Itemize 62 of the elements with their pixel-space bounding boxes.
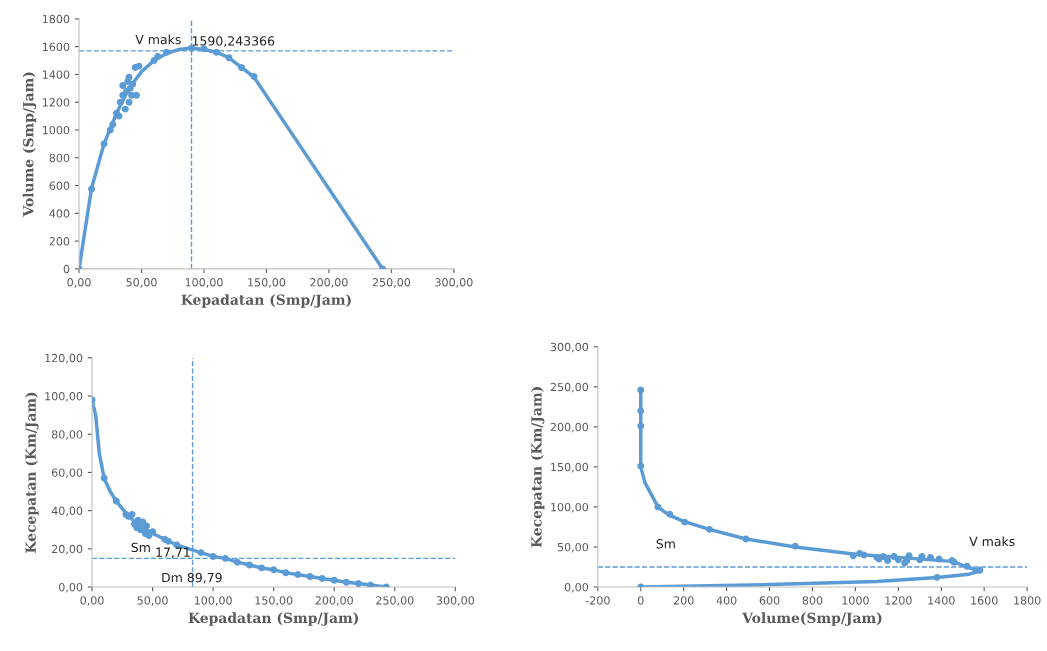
- x-tick-label: 300,00: [435, 278, 473, 288]
- y-tick-label: 200: [49, 237, 70, 246]
- x-tick-label: 0: [637, 596, 644, 605]
- y-axis-title: Volume (Smp/Jam): [22, 72, 37, 217]
- x-tick-label: 800: [802, 596, 823, 605]
- annotation: V maks: [969, 536, 1015, 547]
- x-tick-label: 0,00: [67, 278, 91, 288]
- y-tick-label: 600: [49, 181, 70, 190]
- x-tick-label: 0,00: [80, 596, 104, 606]
- x-tick-label: 250,00: [376, 596, 414, 606]
- y-tick-label: 0: [63, 264, 70, 274]
- y-tick-label: 80,00: [51, 430, 83, 440]
- x-tick-label: 1600: [971, 596, 998, 605]
- y-tick-label: 300,00: [550, 342, 589, 353]
- y-axis-title: Kecepatan (Km/Jam): [530, 387, 545, 548]
- x-tick-label: 250,00: [372, 278, 411, 288]
- y-tick-label: 800: [49, 153, 70, 163]
- annotation: Sm: [656, 539, 675, 549]
- x-tick-label: 1200: [885, 596, 912, 605]
- x-tick-label: 1800: [1014, 596, 1041, 605]
- y-tick-label: 120,00: [45, 353, 83, 364]
- y-tick-label: 60,00: [51, 468, 83, 478]
- y-tick-label: 150,00: [551, 462, 589, 473]
- y-tick-label: 400: [49, 209, 70, 218]
- x-tick-label: 200,00: [315, 596, 353, 606]
- x-tick-label: 150,00: [255, 596, 293, 606]
- x-tick-label: 600: [759, 596, 780, 605]
- y-tick-label: 1600: [42, 42, 70, 52]
- y-axis-title: Kecepatan (Km/Jam): [25, 392, 39, 553]
- y-tick-label: 40,00: [51, 506, 83, 517]
- x-tick-label: 50,00: [126, 278, 157, 288]
- x-tick-label: 200: [673, 596, 694, 605]
- x-axis-title: Volume(Smp/Jam): [742, 612, 882, 626]
- x-tick-label: -200: [585, 596, 610, 605]
- x-tick-label: 400: [716, 596, 737, 605]
- y-tick-label: 1000: [42, 125, 70, 135]
- y-tick-label: 1200: [42, 98, 70, 107]
- x-axis-title: Kepadatan (Smp/Jam): [181, 294, 351, 308]
- y-tick-label: 50,00: [557, 542, 589, 553]
- y-tick-label: 100,00: [45, 392, 83, 402]
- y-tick-label: 1800: [42, 14, 70, 24]
- y-tick-label: 250,00: [550, 382, 589, 393]
- y-tick-label: 100,00: [551, 502, 589, 513]
- y-tick-label: 20,00: [52, 544, 83, 555]
- x-axis-title: Kepadatan (Smp/Jam): [188, 612, 358, 626]
- annotation: Sm: [131, 542, 150, 553]
- annotation: 1590,243366: [192, 36, 275, 47]
- y-tick-label: 1400: [42, 70, 70, 79]
- x-tick-label: 1400: [928, 596, 955, 605]
- y-tick-label: 0,00: [59, 582, 83, 593]
- x-tick-label: 200,00: [310, 278, 348, 288]
- x-tick-label: 50,00: [137, 596, 168, 606]
- x-tick-label: 100,00: [194, 596, 232, 606]
- annotation: V maks: [135, 34, 181, 45]
- x-tick-label: 1000: [842, 596, 869, 605]
- x-tick-label: 150,00: [248, 278, 286, 288]
- x-tick-label: 300,00: [436, 596, 475, 606]
- y-tick-label: 0,00: [564, 582, 589, 593]
- x-tick-label: 100,00: [185, 278, 223, 288]
- y-tick-label: 200,00: [550, 422, 589, 433]
- annotation: 17,71: [156, 547, 190, 559]
- annotation: Dm 89,79: [162, 572, 222, 584]
